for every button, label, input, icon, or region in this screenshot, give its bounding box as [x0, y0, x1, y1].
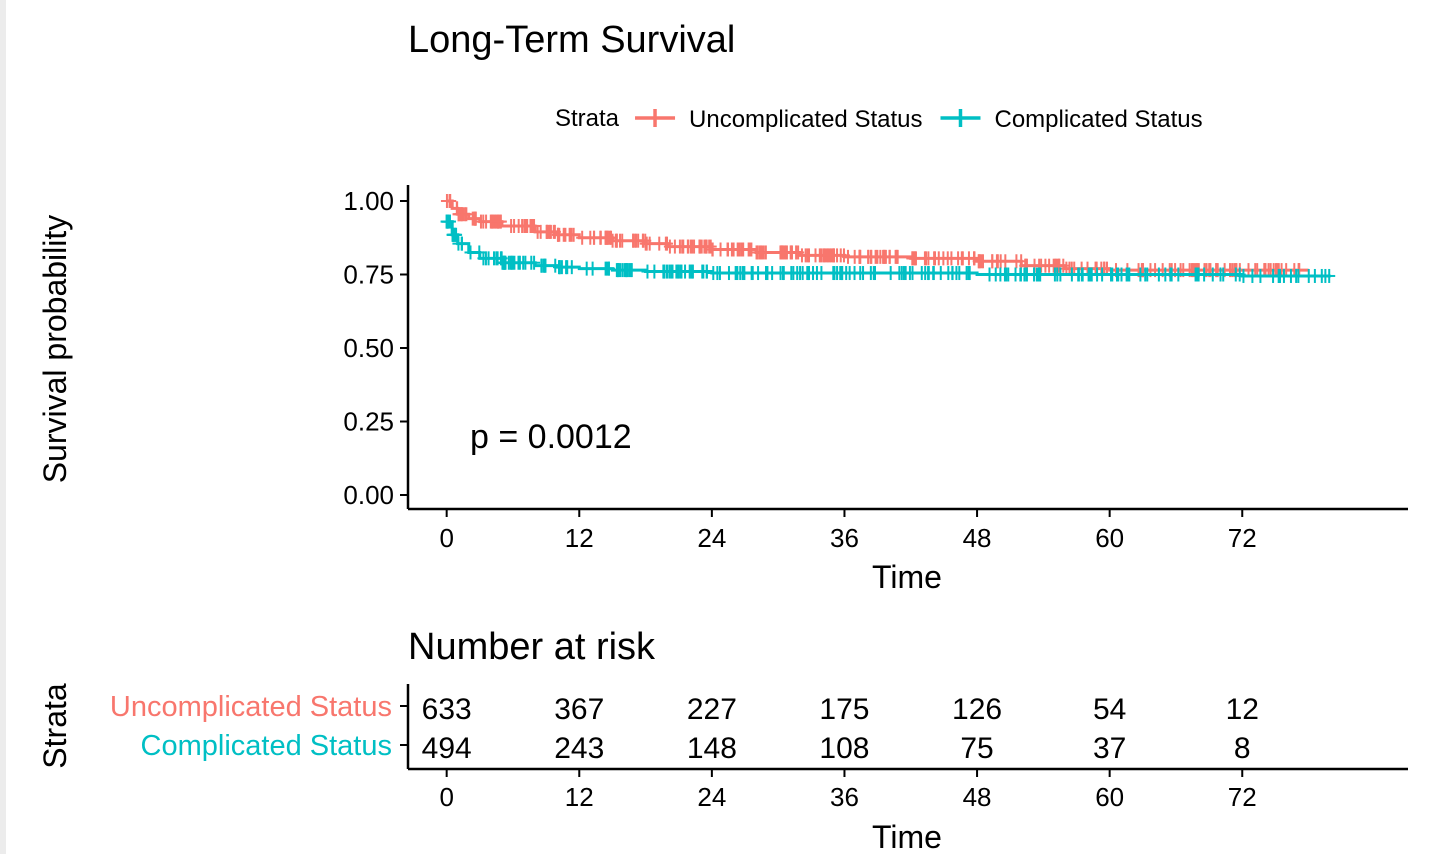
risk-count-complicated-status: 75: [960, 732, 993, 765]
risk-count-uncomplicated-status: 367: [554, 693, 604, 726]
x-tick-label: 12: [565, 523, 594, 553]
y-tick-label: 1.00: [343, 186, 394, 216]
risk-count-complicated-status: 108: [819, 732, 869, 765]
plot-area: 0.00 0.25 0.50 0.75 1.00 0 12 24 36 48 60 72: [343, 185, 1408, 553]
risk-count-complicated-status: 8: [1234, 732, 1251, 765]
p-value-annotation: p = 0.0012: [470, 418, 632, 456]
legend-label-complicated-status: Complicated Status: [994, 106, 1202, 133]
y-axis-label: Survival probability: [37, 215, 73, 484]
legend: Strata Uncomplicated Status Complicated S…: [555, 105, 1203, 133]
risk-table-title: Number at risk: [408, 626, 656, 668]
legend-title: Strata: [555, 105, 620, 132]
risk-count-uncomplicated-status: 126: [952, 693, 1002, 726]
risk-x-tick-label: 72: [1228, 782, 1257, 812]
censor-marks-uncomplicated-status: [440, 194, 1306, 278]
x-tick-label: 0: [439, 523, 453, 553]
x-tick-label: 24: [697, 523, 726, 553]
risk-count-complicated-status: 148: [687, 732, 737, 765]
risk-x-tick-label: 60: [1095, 782, 1124, 812]
risk-x-tick-label: 24: [697, 782, 726, 812]
risk-count-complicated-status: 37: [1093, 732, 1126, 765]
x-tick-label: 72: [1228, 523, 1257, 553]
risk-x-axis-label: Time: [872, 819, 942, 854]
risk-x-tick-label: 48: [963, 782, 992, 812]
risk-count-complicated-status: 494: [422, 732, 472, 765]
risk-row-label-uncomplicated-status: Uncomplicated Status: [110, 691, 392, 723]
risk-x-tick-label: 36: [830, 782, 859, 812]
y-tick-label: 0.25: [343, 407, 394, 437]
x-axis-label: Time: [872, 559, 942, 595]
risk-count-uncomplicated-status: 227: [687, 693, 737, 726]
risk-y-axis-label: Strata: [37, 683, 73, 769]
risk-count-uncomplicated-status: 175: [819, 693, 869, 726]
x-tick-label: 48: [963, 523, 992, 553]
y-tick-label: 0.75: [343, 260, 394, 290]
risk-x-tick-label: 0: [439, 782, 453, 812]
y-tick-label: 0.50: [343, 333, 394, 363]
y-tick-label: 0.00: [343, 480, 394, 510]
x-tick-label: 60: [1095, 523, 1124, 553]
legend-label-uncomplicated-status: Uncomplicated Status: [689, 106, 922, 133]
window-edge: [0, 0, 6, 854]
risk-row-label-complicated-status: Complicated Status: [141, 730, 392, 762]
risk-table: Uncomplicated Status 633 367 227 175 126 54 12 C…: [110, 684, 1408, 812]
x-tick-label: 36: [830, 523, 859, 553]
risk-count-uncomplicated-status: 12: [1226, 693, 1259, 726]
risk-count-complicated-status: 243: [554, 732, 604, 765]
censor-marks-complicated-status: [440, 214, 1336, 283]
risk-count-uncomplicated-status: 54: [1093, 693, 1126, 726]
risk-count-uncomplicated-status: 633: [422, 693, 472, 726]
chart-title: Long-Term Survival: [408, 19, 735, 61]
survival-curve-complicated-status: [446, 220, 1331, 278]
risk-x-tick-label: 12: [565, 782, 594, 812]
